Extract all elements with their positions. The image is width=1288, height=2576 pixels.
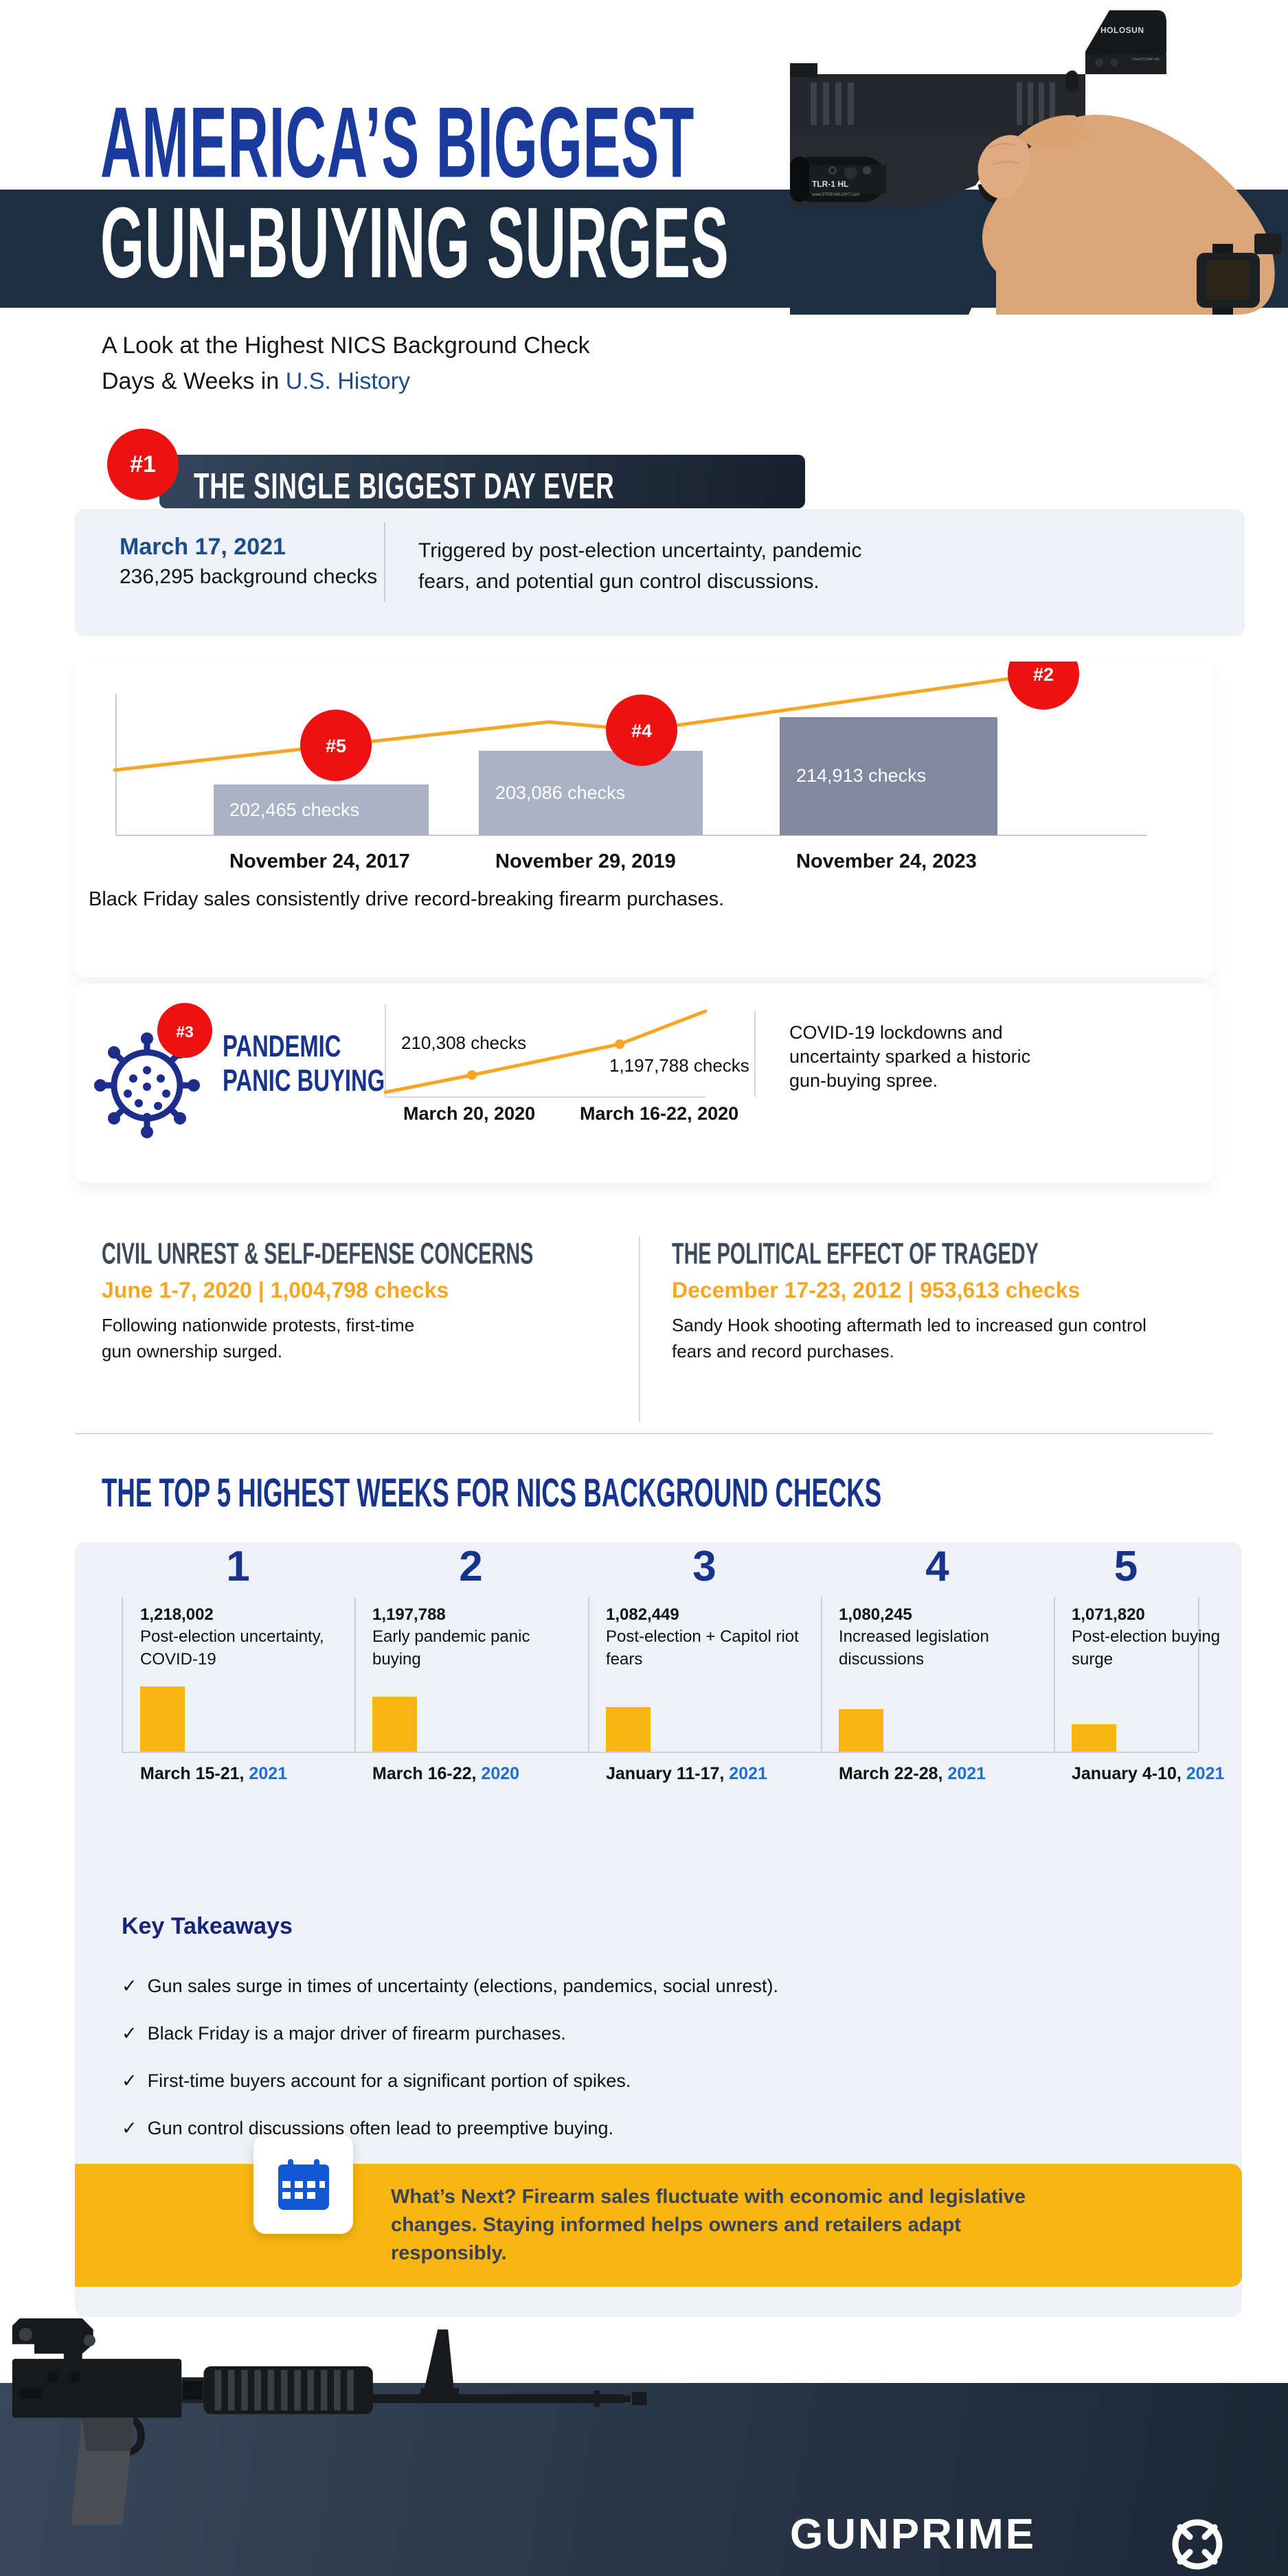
svg-text:November 29, 2019: November 29, 2019 bbox=[495, 850, 676, 872]
svg-text:HOLOSUN: HOLOSUN bbox=[1100, 25, 1144, 35]
svg-text:#3: #3 bbox=[176, 1023, 194, 1041]
svg-text:COVID-19 lockdowns and: COVID-19 lockdowns and bbox=[789, 1022, 1003, 1043]
svg-text:PANIC BUYING: PANIC BUYING bbox=[223, 1063, 385, 1098]
svg-text:www.STREAMLIGHT.com: www.STREAMLIGHT.com bbox=[811, 193, 859, 197]
svg-text:#5: #5 bbox=[326, 736, 346, 756]
svg-text:Black Friday sales consistentl: Black Friday sales consistently drive re… bbox=[89, 888, 724, 910]
svg-text:#4: #4 bbox=[631, 721, 652, 741]
svg-text:November 24, 2023: November 24, 2023 bbox=[796, 850, 977, 872]
svg-text:gun-buying spree.: gun-buying spree. bbox=[789, 1070, 938, 1091]
svg-text:March 16-22, 2020: March 16-22, 2020 bbox=[580, 1103, 738, 1124]
svg-text:1,197,788 checks: 1,197,788 checks bbox=[609, 1055, 749, 1076]
svg-text:202,465 checks: 202,465 checks bbox=[229, 800, 359, 820]
svg-text:PANDEMIC: PANDEMIC bbox=[223, 1029, 341, 1063]
svg-text:HS407COMP-GR: HS407COMP-GR bbox=[1132, 58, 1160, 62]
svg-text:214,913 checks: 214,913 checks bbox=[796, 765, 926, 786]
svg-text:November 24, 2017: November 24, 2017 bbox=[229, 850, 410, 872]
svg-text:203,086 checks: 203,086 checks bbox=[495, 782, 625, 803]
svg-text:March 20, 2020: March 20, 2020 bbox=[403, 1103, 535, 1124]
svg-text:#2: #2 bbox=[1033, 664, 1054, 685]
svg-text:TLR-1 HL: TLR-1 HL bbox=[812, 179, 848, 189]
svg-text:210,308 checks: 210,308 checks bbox=[401, 1032, 526, 1053]
svg-text:uncertainty sparked a historic: uncertainty sparked a historic bbox=[789, 1046, 1030, 1067]
